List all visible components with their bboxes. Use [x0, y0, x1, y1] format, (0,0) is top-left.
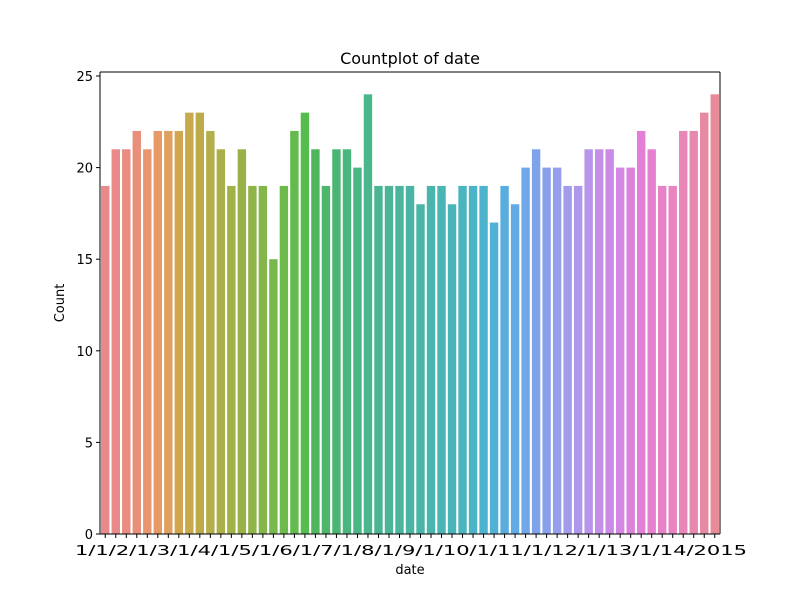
y-tick-label: 25 — [76, 70, 93, 85]
bar-25 — [353, 167, 362, 534]
bar-35 — [458, 185, 467, 535]
bar-10 — [195, 112, 205, 534]
bar-36 — [468, 185, 478, 535]
bar-4 — [132, 130, 141, 534]
bar-56 — [679, 130, 688, 534]
bar-28 — [384, 185, 394, 535]
bar-6 — [153, 130, 162, 534]
bar-54 — [658, 185, 667, 535]
bar-9 — [185, 112, 194, 534]
bar-39 — [500, 185, 509, 535]
bar-49 — [605, 149, 614, 534]
bar-1 — [101, 185, 110, 535]
bar-30 — [405, 185, 415, 535]
y-axis-ticks: 0 5 10 15 20 25 — [76, 70, 100, 543]
bar-32 — [426, 185, 436, 535]
bar-44 — [552, 167, 562, 534]
bar-34 — [447, 204, 457, 535]
bar-58 — [700, 112, 709, 534]
bar-38 — [489, 222, 499, 534]
bars-group — [101, 94, 719, 535]
y-tick-label: 0 — [85, 528, 93, 543]
bar-33 — [437, 185, 446, 535]
bar-7 — [164, 130, 173, 534]
bar-53 — [647, 149, 656, 534]
bar-27 — [374, 185, 383, 535]
bar-59 — [710, 94, 719, 534]
y-axis-label: Count — [53, 284, 68, 323]
bar-26 — [363, 94, 373, 534]
bar-12 — [216, 149, 226, 534]
bar-37 — [479, 185, 488, 535]
bar-29 — [395, 185, 404, 535]
bar-43 — [542, 167, 551, 534]
bar-42 — [531, 149, 541, 534]
bar-40 — [510, 204, 520, 535]
bar-19 — [290, 130, 299, 534]
bar-50 — [615, 167, 625, 534]
bar-45 — [563, 185, 572, 535]
bar-17 — [269, 259, 278, 534]
bar-3 — [122, 149, 131, 534]
x-axis-label: date — [395, 563, 424, 578]
y-tick-label: 15 — [76, 253, 93, 268]
bar-41 — [521, 167, 530, 534]
bar-47 — [584, 149, 593, 534]
y-tick-label: 20 — [76, 162, 93, 177]
x-axis-ticks — [104, 534, 716, 538]
y-tick-label: 10 — [76, 345, 93, 360]
y-tick-label: 5 — [85, 436, 93, 451]
bar-21 — [311, 149, 320, 534]
bar-23 — [332, 149, 341, 534]
bar-5 — [143, 149, 152, 534]
bar-20 — [300, 112, 310, 534]
bar-18 — [279, 185, 289, 535]
bar-51 — [626, 167, 635, 534]
bar-22 — [321, 185, 331, 535]
bar-57 — [689, 130, 698, 534]
bar-16 — [258, 185, 268, 535]
x-tick-labels: 1/1/2/1/3/1/4/1/5/1/6/1/7/1/8/1/9/1/10/1… — [75, 544, 747, 559]
bar-8 — [174, 130, 184, 534]
bar-48 — [594, 149, 604, 534]
bar-15 — [248, 185, 257, 535]
chart-title: Countplot of date — [340, 49, 480, 68]
bar-46 — [573, 185, 583, 535]
bar-24 — [342, 149, 352, 534]
bar-11 — [206, 130, 215, 534]
bar-2 — [111, 149, 120, 534]
bar-14 — [237, 149, 247, 534]
bar-13 — [227, 185, 236, 535]
bar-52 — [636, 130, 646, 534]
bar-31 — [416, 204, 425, 535]
bar-55 — [668, 185, 677, 535]
